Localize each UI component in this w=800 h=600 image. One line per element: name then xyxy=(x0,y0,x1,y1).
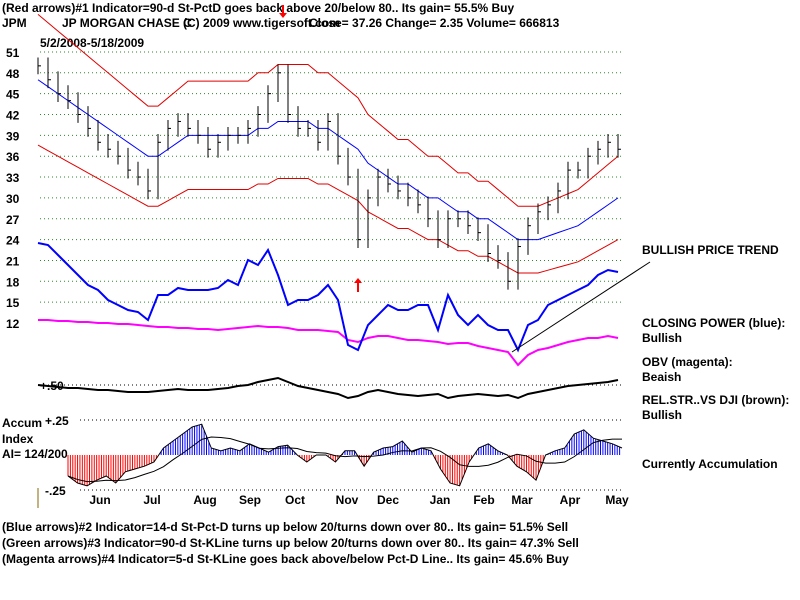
obv-line xyxy=(38,319,619,367)
quote-summary: Close= 37.26 Change= 2.35 Volume= 666813 xyxy=(309,16,560,30)
y-tick-label: 12 xyxy=(6,317,20,331)
month-label: Jan xyxy=(430,493,451,507)
y-tick-label: 24 xyxy=(6,234,20,248)
accum-ma-line xyxy=(67,436,622,483)
y-tick-label: 45 xyxy=(6,88,20,102)
accum-status: Currently Accumulation xyxy=(642,457,778,471)
symbol: JPM xyxy=(2,16,27,30)
y-tick-label: 30 xyxy=(6,192,20,206)
month-label: Aug xyxy=(193,493,216,507)
month-label: Mar xyxy=(511,493,533,507)
accum-title-1: Accum xyxy=(2,416,42,430)
month-label: Oct xyxy=(285,493,305,507)
trend-label: BULLISH PRICE TREND xyxy=(642,243,779,257)
accum-title-2: Index xyxy=(2,432,34,446)
month-axis: Jun Jul Aug Sep Oct Nov Dec Jan Feb Mar Apr May xyxy=(89,493,629,507)
indicator-3-text: (Green arrows)#3 Indicator=90-d St-KLine… xyxy=(2,536,579,550)
y-tick-label: 36 xyxy=(6,150,20,164)
lower-band-line xyxy=(37,144,619,274)
closing-power-value: Bullish xyxy=(642,331,682,345)
upper-band-line xyxy=(37,14,619,207)
month-label: May xyxy=(605,493,629,507)
accum-index-panel xyxy=(67,419,623,491)
accum-top-label: +.25 xyxy=(45,414,69,428)
y-tick-label: 51 xyxy=(6,46,20,60)
accum-bottom-label: -.25 xyxy=(45,484,66,498)
y-tick-label: 21 xyxy=(6,254,20,268)
indicator-2-text: (Blue arrows)#2 Indicator=14-d St-Pct-D … xyxy=(2,520,568,534)
copyright: (C) 2009 www.tigersoft.com xyxy=(183,16,340,30)
month-label: Jul xyxy=(143,493,160,507)
closing-power-label: CLOSING POWER (blue): xyxy=(642,316,785,330)
month-label: Dec xyxy=(377,493,399,507)
indicator-4-text: (Magenta arrows)#4 Indicator=5-d St-KLin… xyxy=(2,552,569,566)
month-label: Nov xyxy=(336,493,359,507)
accum-line xyxy=(67,423,623,487)
price-y-ticks: 51 48 45 42 39 36 33 30 27 24 21 18 15 12 xyxy=(6,46,20,331)
y-tick-label: 15 xyxy=(6,296,20,310)
closing-power-line xyxy=(37,242,619,353)
obv-label: OBV (magenta): xyxy=(642,355,733,369)
month-label: Feb xyxy=(473,493,494,507)
red-arrow-up-icon xyxy=(354,278,362,292)
obv-value: Beaish xyxy=(642,370,681,384)
indicator-1-text: (Red arrows)#1 Indicator=90-d St-PctD go… xyxy=(2,1,515,15)
date-range: 5/2/2008-5/18/2009 xyxy=(40,36,144,50)
accum-ai: AI= 124/200 xyxy=(2,447,68,461)
month-label: Jun xyxy=(89,493,110,507)
relstr-ref-label: +.50 xyxy=(40,379,64,393)
month-label: Sep xyxy=(239,493,261,507)
red-arrow-down-icon xyxy=(279,5,287,18)
price-grid xyxy=(40,51,622,303)
y-tick-label: 39 xyxy=(6,129,20,143)
relstr-line xyxy=(37,376,619,400)
company-name: JP MORGAN CHASE C xyxy=(62,16,192,30)
trend-line xyxy=(511,261,651,353)
moving-average-line xyxy=(37,79,619,241)
y-tick-label: 27 xyxy=(6,213,20,227)
month-label: Apr xyxy=(560,493,581,507)
y-tick-label: 18 xyxy=(6,275,20,289)
series-layer xyxy=(37,14,622,400)
y-tick-label: 48 xyxy=(6,67,20,81)
relstr-label: REL.STR..VS DJI (brown): xyxy=(642,393,789,407)
y-tick-label: 42 xyxy=(6,109,20,123)
y-tick-label: 33 xyxy=(6,171,20,185)
relstr-value: Bullish xyxy=(642,408,682,422)
